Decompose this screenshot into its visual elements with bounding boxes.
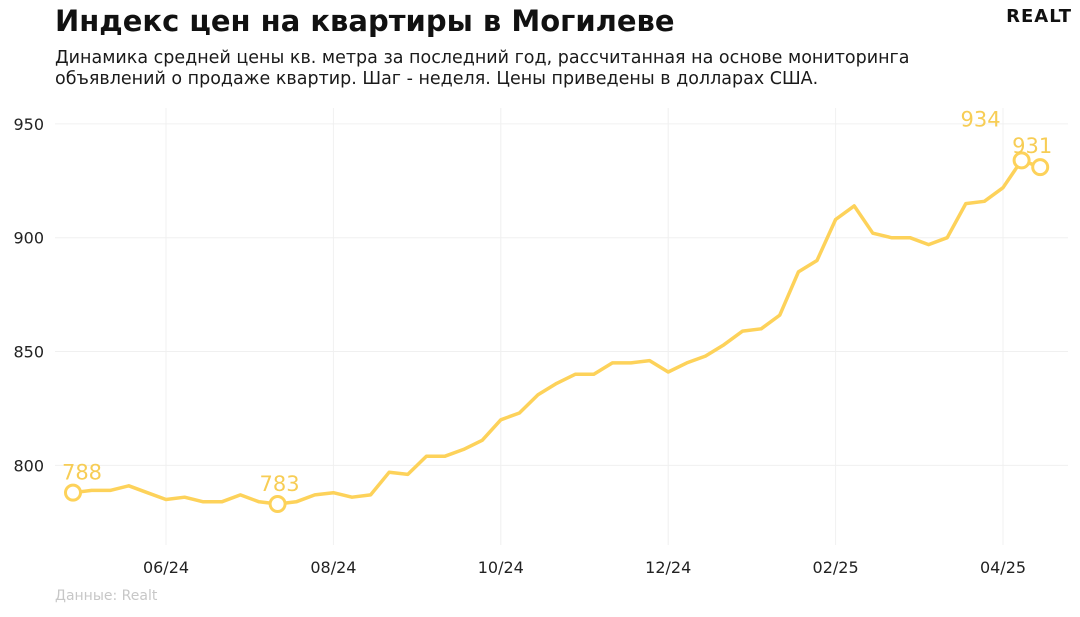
chart-subtitle: Динамика средней цены кв. метра за после… <box>55 48 910 89</box>
price-line <box>71 158 1042 506</box>
y-tick-label: 950 <box>13 115 44 134</box>
grid-lines <box>55 108 1068 545</box>
x-tick-label: 04/25 <box>980 558 1026 577</box>
x-tick-label: 10/24 <box>478 558 524 577</box>
y-tick-label: 850 <box>13 343 44 362</box>
marker-value-label: 931 <box>1012 134 1052 158</box>
marker-value-label: 934 <box>961 107 1001 131</box>
data-source-note: Данные: Realt <box>55 588 158 604</box>
marker-point <box>1012 151 1031 170</box>
y-axis-ticks: 800 850 900 950 <box>13 115 44 475</box>
brand-logo[interactable]: REALT <box>1006 6 1072 27</box>
marker-value-label: 783 <box>260 472 300 496</box>
x-tick-label: 02/25 <box>813 558 859 577</box>
y-tick-label: 800 <box>13 456 44 475</box>
marker-point <box>268 495 287 514</box>
x-tick-label: 12/24 <box>645 558 691 577</box>
marker-value-label: 788 <box>62 461 102 485</box>
x-tick-label: 06/24 <box>143 558 189 577</box>
marker-point <box>64 483 82 502</box>
x-tick-label: 08/24 <box>310 558 356 577</box>
price-series <box>71 158 1042 506</box>
y-tick-label: 900 <box>13 229 44 248</box>
chart-title: Индекс цен на квартиры в Могилеве <box>55 4 675 38</box>
highlight-markers: 788 783 934 931 <box>62 107 1052 514</box>
marker-point <box>1031 158 1050 177</box>
x-axis-ticks: 06/24 08/24 10/24 12/24 02/25 04/25 <box>143 558 1026 577</box>
